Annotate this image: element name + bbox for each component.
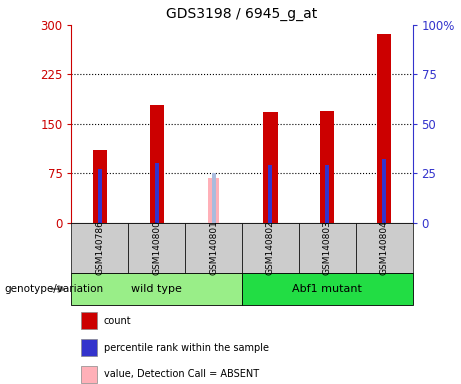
Text: GSM140803: GSM140803 (323, 220, 332, 275)
Bar (150, 105, 164, 223)
Text: GSM140800: GSM140800 (152, 220, 161, 275)
Text: wild type: wild type (131, 284, 182, 294)
Bar (98, 169, 102, 223)
Text: count: count (104, 316, 131, 326)
Text: GSM140786: GSM140786 (95, 220, 104, 275)
Text: genotype/variation: genotype/variation (5, 284, 104, 294)
Bar (212, 173, 216, 223)
Bar (208, 178, 219, 223)
Bar (155, 164, 159, 223)
Bar (377, 33, 391, 223)
Text: value, Detection Call = ABSENT: value, Detection Call = ABSENT (104, 369, 259, 379)
Bar (93, 150, 107, 223)
Bar (382, 159, 386, 223)
Text: GSM140801: GSM140801 (209, 220, 218, 275)
Title: GDS3198 / 6945_g_at: GDS3198 / 6945_g_at (166, 7, 318, 21)
Text: Abf1 mutant: Abf1 mutant (292, 284, 362, 294)
Bar (268, 166, 272, 223)
Text: percentile rank within the sample: percentile rank within the sample (104, 343, 269, 353)
Bar (263, 112, 278, 223)
Text: GSM140802: GSM140802 (266, 220, 275, 275)
Bar (325, 166, 329, 223)
Text: GSM140804: GSM140804 (380, 220, 389, 275)
Bar (320, 111, 334, 223)
